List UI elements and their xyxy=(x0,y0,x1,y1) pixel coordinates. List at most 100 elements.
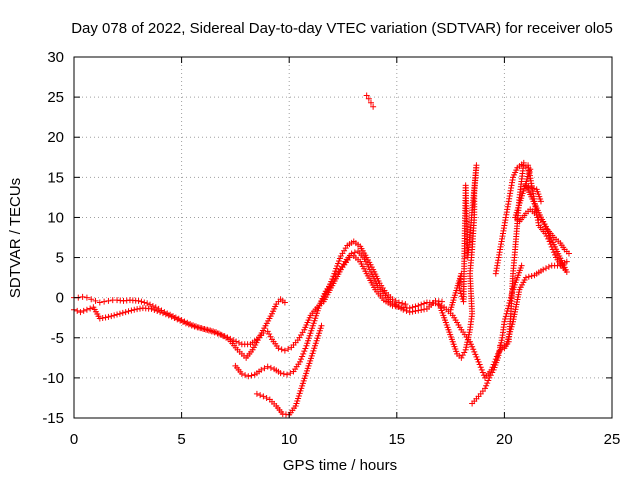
data-point xyxy=(480,372,487,379)
data-point xyxy=(309,325,316,332)
data-point xyxy=(317,325,324,332)
data-point xyxy=(463,341,470,348)
data-point xyxy=(469,343,476,350)
data-point xyxy=(311,345,318,352)
data-point xyxy=(281,299,288,306)
y-axis-label: SDTVAR / TECUs xyxy=(7,178,24,298)
data-point xyxy=(406,309,413,316)
x-axis-label: GPS time / hours xyxy=(283,457,397,474)
data-point xyxy=(275,345,282,352)
data-point xyxy=(318,322,325,329)
data-point xyxy=(312,315,319,322)
x-tick-label: 15 xyxy=(388,431,405,448)
data-point xyxy=(496,347,503,354)
data-point xyxy=(392,297,399,304)
data-point xyxy=(565,250,572,257)
data-point xyxy=(363,92,370,99)
data-point xyxy=(101,298,108,305)
data-point xyxy=(336,257,343,264)
data-point xyxy=(475,358,482,365)
y-tick-label: 10 xyxy=(47,209,64,226)
data-point xyxy=(233,338,240,345)
data-point xyxy=(313,310,320,317)
data-point xyxy=(304,340,311,347)
data-point xyxy=(131,306,138,313)
data-point xyxy=(551,251,558,258)
data-point xyxy=(135,297,142,304)
data-point xyxy=(522,274,529,281)
data-point xyxy=(311,317,318,324)
data-point xyxy=(105,297,112,304)
data-point xyxy=(141,299,148,306)
data-point xyxy=(260,393,267,400)
data-point xyxy=(197,325,204,332)
series-track-h xyxy=(469,262,525,407)
data-point xyxy=(399,300,406,307)
data-point xyxy=(545,263,552,270)
data-point xyxy=(421,300,428,307)
x-tick-label: 0 xyxy=(70,431,78,448)
data-point xyxy=(501,318,508,325)
data-point xyxy=(134,306,141,313)
data-point xyxy=(459,352,466,359)
data-point xyxy=(257,392,264,399)
data-point xyxy=(280,370,287,377)
data-point xyxy=(466,329,473,336)
data-point xyxy=(287,370,294,377)
data-point xyxy=(530,185,537,192)
data-point xyxy=(159,310,166,317)
data-point xyxy=(307,357,314,364)
data-point xyxy=(402,301,409,308)
data-point xyxy=(264,363,271,370)
series-track-d xyxy=(253,322,325,418)
data-point xyxy=(330,273,337,280)
y-tick-label: -5 xyxy=(51,330,64,347)
data-point xyxy=(458,293,465,300)
data-point xyxy=(400,306,407,313)
data-point xyxy=(312,340,319,347)
data-point xyxy=(96,315,103,322)
data-point xyxy=(148,305,155,312)
data-point xyxy=(351,249,358,256)
data-point xyxy=(418,301,425,308)
data-point xyxy=(336,255,343,262)
data-point xyxy=(309,322,316,329)
data-point xyxy=(83,294,90,301)
y-tick-label: 5 xyxy=(56,250,64,267)
data-point xyxy=(266,331,273,338)
data-point xyxy=(463,344,470,351)
data-point xyxy=(310,320,317,327)
data-point xyxy=(418,306,425,313)
data-point xyxy=(214,330,221,337)
data-point xyxy=(482,385,489,392)
data-point xyxy=(471,348,478,355)
data-point xyxy=(149,302,156,309)
data-point xyxy=(182,320,189,327)
data-point xyxy=(79,293,86,300)
data-point xyxy=(518,262,525,269)
data-point xyxy=(296,358,303,365)
data-point xyxy=(462,346,469,353)
data-point xyxy=(315,305,322,312)
data-point xyxy=(470,346,477,353)
data-point xyxy=(331,270,338,277)
data-point xyxy=(80,307,87,314)
data-point xyxy=(459,295,466,302)
data-point xyxy=(116,310,123,317)
data-point xyxy=(483,382,490,389)
tick-labels: 0 5 10 15 20 25 -15 -10 -5 0 5 10 15 20 25 30 xyxy=(42,49,620,448)
data-point xyxy=(185,321,192,328)
data-point xyxy=(474,356,481,363)
data-point xyxy=(302,345,309,352)
data-point xyxy=(465,334,472,341)
data-point xyxy=(326,283,333,290)
data-point xyxy=(308,352,315,359)
data-point xyxy=(294,397,301,404)
data-point xyxy=(138,298,145,305)
data-point xyxy=(171,314,178,321)
data-point xyxy=(248,372,255,379)
data-point xyxy=(447,306,454,313)
x-tick-label: 20 xyxy=(496,431,513,448)
data-point xyxy=(334,263,341,270)
data-point xyxy=(253,390,260,397)
